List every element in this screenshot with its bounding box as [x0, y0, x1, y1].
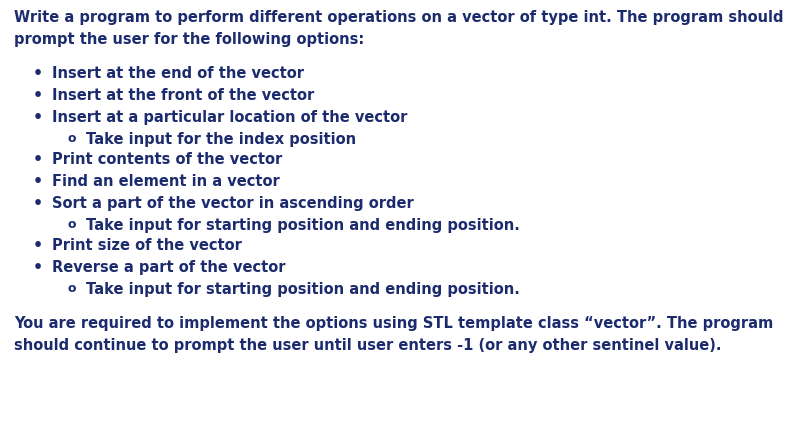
Text: Sort a part of the vector in ascending order: Sort a part of the vector in ascending o… — [52, 196, 414, 211]
Text: prompt the user for the following options:: prompt the user for the following option… — [14, 32, 364, 47]
Text: o: o — [67, 282, 76, 295]
Text: Reverse a part of the vector: Reverse a part of the vector — [52, 260, 286, 275]
Text: Insert at a particular location of the vector: Insert at a particular location of the v… — [52, 110, 407, 125]
Text: •: • — [33, 88, 43, 103]
Text: You are required to implement the options using STL template class “vector”. The: You are required to implement the option… — [14, 316, 773, 331]
Text: •: • — [33, 152, 43, 167]
Text: o: o — [67, 218, 76, 231]
Text: Take input for the index position: Take input for the index position — [86, 132, 356, 147]
Text: Print contents of the vector: Print contents of the vector — [52, 152, 282, 167]
Text: Find an element in a vector: Find an element in a vector — [52, 174, 280, 189]
Text: should continue to prompt the user until user enters -1 (or any other sentinel v: should continue to prompt the user until… — [14, 338, 722, 353]
Text: Insert at the end of the vector: Insert at the end of the vector — [52, 66, 304, 81]
Text: o: o — [67, 132, 76, 145]
Text: •: • — [33, 238, 43, 253]
Text: •: • — [33, 110, 43, 125]
Text: Take input for starting position and ending position.: Take input for starting position and end… — [86, 282, 520, 297]
Text: •: • — [33, 260, 43, 275]
Text: Write a program to perform different operations on a vector of type int. The pro: Write a program to perform different ope… — [14, 10, 784, 25]
Text: Print size of the vector: Print size of the vector — [52, 238, 242, 253]
Text: •: • — [33, 196, 43, 211]
Text: •: • — [33, 66, 43, 81]
Text: Take input for starting position and ending position.: Take input for starting position and end… — [86, 218, 520, 233]
Text: Insert at the front of the vector: Insert at the front of the vector — [52, 88, 314, 103]
Text: •: • — [33, 174, 43, 189]
